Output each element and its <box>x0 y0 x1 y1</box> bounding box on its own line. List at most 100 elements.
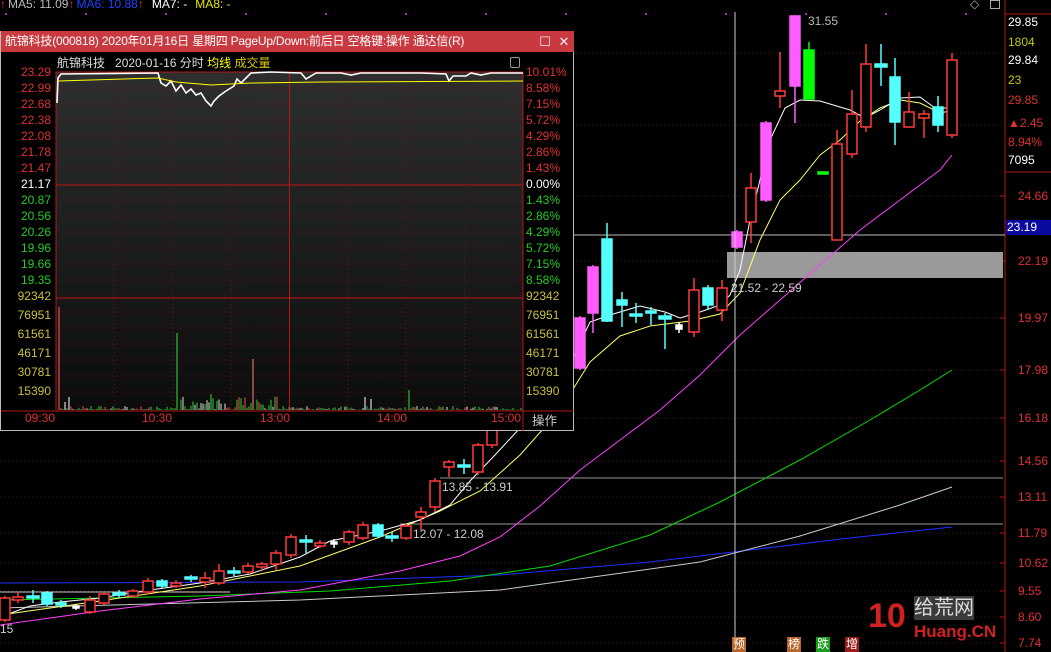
candlestick <box>587 265 599 333</box>
operate-button[interactable]: 操作 <box>532 414 558 428</box>
candle-body <box>127 590 139 597</box>
volume-tick-label: 46171 <box>17 346 51 360</box>
candlestick <box>156 579 168 588</box>
percent-tick-label: 4.29% <box>526 225 561 239</box>
candlestick <box>860 44 872 132</box>
volume-toggle[interactable]: 成交量 <box>234 56 271 70</box>
intraday-popup-window[interactable]: 航锦科技(000818) 2020年01月16日 星期四 PageUp/Down… <box>0 31 574 431</box>
period-dot <box>485 13 487 15</box>
candle-body <box>372 524 384 537</box>
candle-body <box>98 593 110 604</box>
avg-line-toggle[interactable]: 均线 <box>207 56 232 70</box>
axis-tick-label: 19.97 <box>1018 311 1049 325</box>
axis-tick-label: 17.98 <box>1018 363 1049 377</box>
price-line <box>56 71 523 108</box>
candlestick <box>357 522 369 540</box>
time-tick-label: 13:00 <box>260 411 291 425</box>
candlestick <box>946 53 958 138</box>
candle-body <box>429 480 441 508</box>
candlestick <box>415 507 427 530</box>
candlestick <box>918 110 930 138</box>
panel-icon[interactable] <box>510 57 520 68</box>
candle-body <box>817 171 829 175</box>
maximize-button[interactable]: ☐ <box>539 34 551 49</box>
candle-body <box>731 231 743 248</box>
intraday-chart[interactable] <box>1 31 574 431</box>
mode-label: 分时 <box>179 56 204 70</box>
period-dot <box>325 13 327 15</box>
candlestick <box>675 322 683 333</box>
candlestick <box>789 15 801 123</box>
event-marker-die[interactable]: 跌 <box>816 637 831 652</box>
time-tick-label: 15:00 <box>491 411 522 425</box>
candlestick <box>343 530 355 545</box>
candle-body <box>918 113 930 119</box>
candlestick <box>256 562 268 571</box>
volume-tick-label: 61561 <box>17 327 51 341</box>
candlestick <box>0 596 11 622</box>
close-button[interactable]: ✕ <box>558 34 570 49</box>
date-label: 15 <box>0 622 14 636</box>
candle-body <box>170 582 182 587</box>
period-dot <box>645 13 647 15</box>
candle-body <box>142 580 154 593</box>
period-dot <box>85 13 87 15</box>
diamond-icon[interactable]: ◇ <box>970 0 980 11</box>
candlestick <box>831 130 843 241</box>
event-marker-bang[interactable]: 榜 <box>787 637 802 652</box>
quote-value: 23 <box>1008 73 1022 87</box>
candle-body <box>270 552 282 565</box>
candle-body <box>84 599 96 613</box>
panel-toggle-icon[interactable] <box>990 0 1000 9</box>
price-tick-label: 23.29 <box>20 65 51 79</box>
price-zone-box <box>727 252 1003 278</box>
quote-value: 29.85 <box>1008 15 1039 29</box>
candlestick <box>702 285 714 310</box>
quote-value: 1804 <box>1008 35 1035 49</box>
popup-title: 航锦科技(000818) 2020年01月16日 星期四 PageUp/Down… <box>5 34 465 48</box>
candlestick <box>616 292 628 327</box>
watermark-domain: Huang.CN <box>914 622 997 641</box>
ma10-line <box>0 99 956 616</box>
candle-body <box>675 324 683 330</box>
event-marker-yu[interactable]: 预 <box>732 637 747 652</box>
candle-body <box>760 122 772 201</box>
percent-tick-label: 8.58% <box>526 273 561 287</box>
event-marker-zeng[interactable]: 增 <box>845 637 860 652</box>
volume-tick-label: 30781 <box>526 365 560 379</box>
candlestick <box>745 173 757 243</box>
price-tick-label: 19.35 <box>20 273 51 287</box>
candlestick <box>299 535 313 553</box>
axis-tick-label: 11.79 <box>1018 526 1048 540</box>
popup-title-bar[interactable]: 航锦科技(000818) 2020年01月16日 星期四 PageUp/Down… <box>1 31 574 52</box>
candle-body <box>629 313 643 317</box>
candle-body <box>457 464 471 468</box>
watermark-name: 给荒网 <box>914 596 974 620</box>
percent-tick-label: 10.01% <box>526 65 567 79</box>
period-dot <box>405 13 407 15</box>
volume-tick-label: 61561 <box>526 327 560 341</box>
candlestick <box>385 532 399 542</box>
percent-tick-label: 1.43% <box>526 193 561 207</box>
candlestick <box>26 590 40 603</box>
candlestick <box>457 459 471 474</box>
percent-tick-label: 5.72% <box>526 113 561 127</box>
candle-body <box>932 106 944 126</box>
volume-tick-label: 30781 <box>17 365 51 379</box>
candle-body <box>716 287 728 311</box>
candle-body <box>946 59 958 136</box>
candle-body <box>601 238 613 322</box>
candlestick <box>372 523 384 538</box>
candle-body <box>574 317 586 369</box>
period-dot <box>885 13 887 15</box>
percent-tick-label: 1.43% <box>526 161 561 175</box>
candlestick <box>932 96 944 132</box>
price-tick-label: 21.17 <box>20 177 51 191</box>
high-price-label: 31.55 <box>808 14 839 28</box>
period-dot <box>805 13 807 15</box>
candlestick <box>98 592 110 605</box>
percent-tick-label: 4.29% <box>526 129 561 143</box>
candle-body <box>789 15 801 87</box>
candle-body <box>831 143 843 241</box>
